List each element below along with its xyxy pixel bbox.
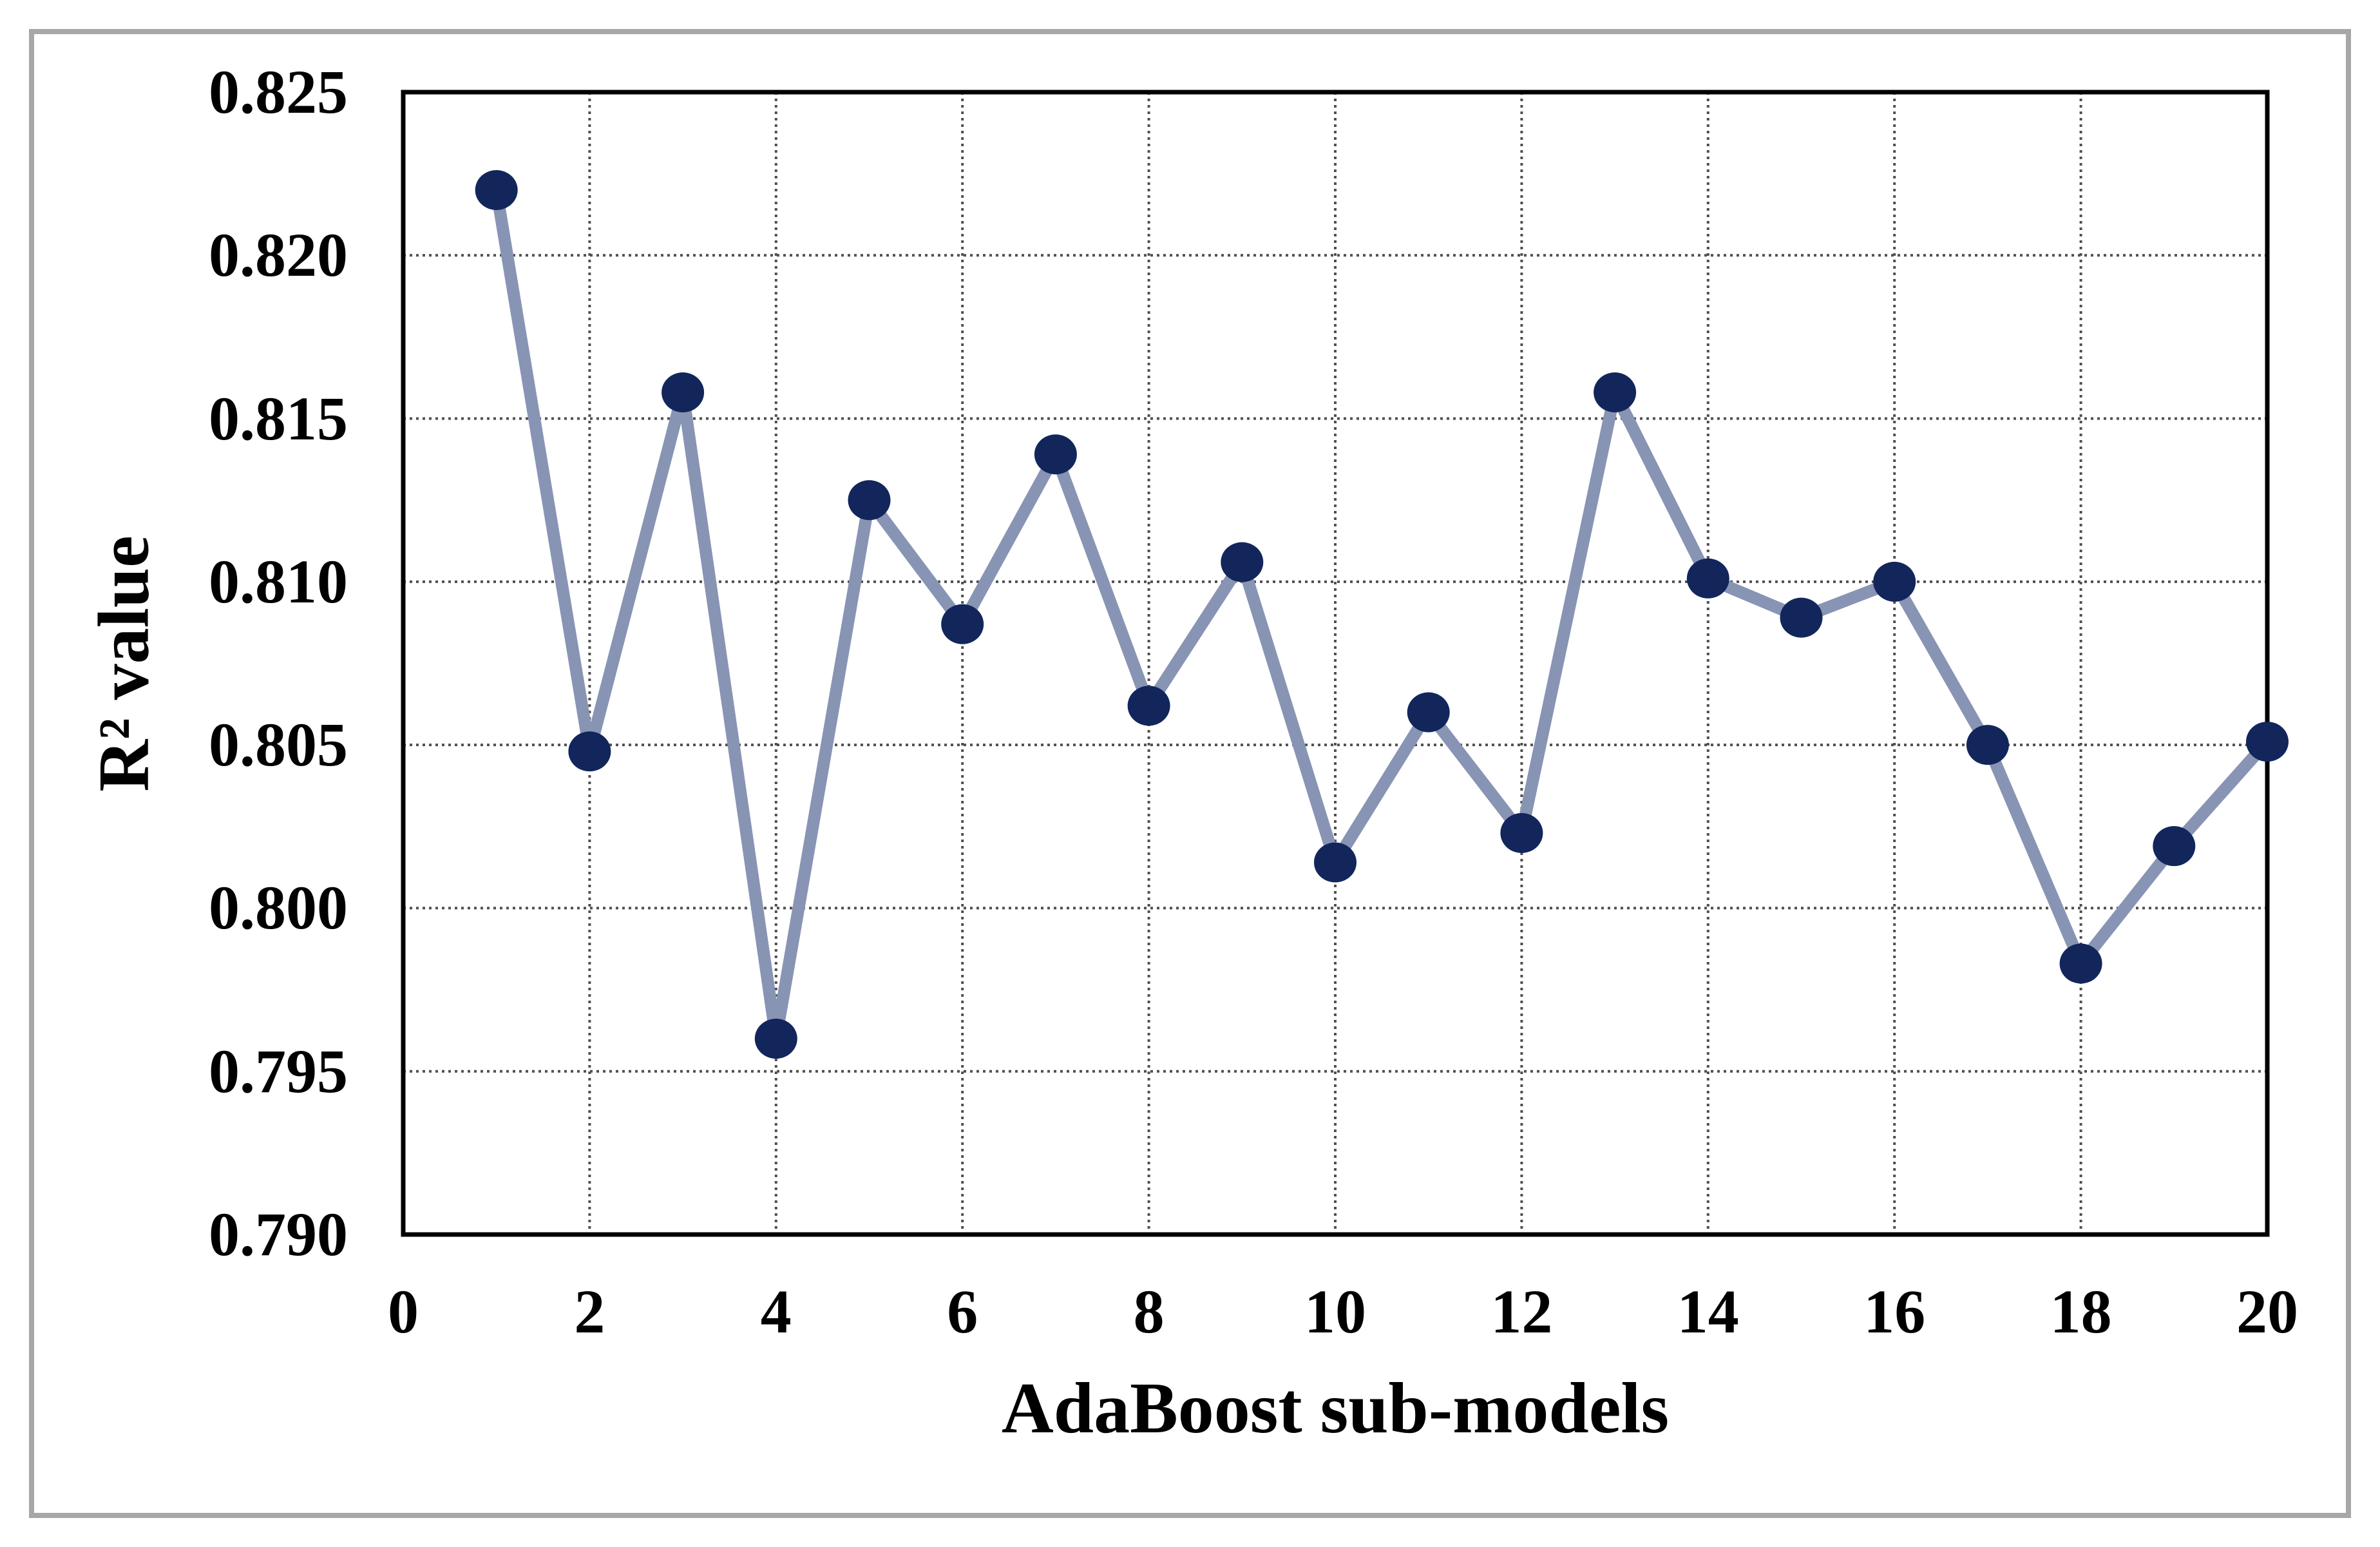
y-tick-label: 0.790 xyxy=(209,1200,348,1269)
x-tick-label: 14 xyxy=(1677,1277,1739,1346)
y-tick-label: 0.825 xyxy=(209,57,348,126)
data-point-marker xyxy=(2246,722,2289,762)
x-tick-label: 18 xyxy=(2050,1277,2112,1346)
data-point-marker xyxy=(475,169,518,210)
data-point-marker xyxy=(1314,842,1357,883)
x-tick-label: 6 xyxy=(947,1277,978,1346)
data-point-marker xyxy=(754,1019,797,1059)
x-tick-label: 16 xyxy=(1863,1277,1926,1346)
x-tick-label: 4 xyxy=(760,1277,792,1346)
plot-border xyxy=(401,90,2270,1237)
y-tick-label: 0.810 xyxy=(209,546,348,616)
data-point-marker xyxy=(1966,725,2009,765)
data-point-marker xyxy=(1873,561,1916,602)
y-tick-label: 0.815 xyxy=(209,383,348,453)
y-axis-title: R² value xyxy=(84,535,164,792)
x-tick-label: 0 xyxy=(388,1277,419,1346)
x-tick-label: 10 xyxy=(1304,1277,1366,1346)
data-point-marker xyxy=(568,731,611,772)
y-tick-label: 0.805 xyxy=(209,710,348,780)
x-tick-label: 2 xyxy=(574,1277,605,1346)
x-axis-title: AdaBoost sub-models xyxy=(1001,1369,1670,1448)
data-point-marker xyxy=(2153,826,2196,867)
y-tick-label: 0.795 xyxy=(209,1036,348,1106)
data-point-marker xyxy=(662,372,705,413)
data-point-marker xyxy=(1780,597,1823,638)
data-point-marker xyxy=(1594,372,1637,413)
data-point-marker xyxy=(2059,943,2102,984)
data-point-marker xyxy=(1686,558,1729,599)
data-point-marker xyxy=(1034,434,1077,475)
data-point-marker xyxy=(941,604,984,644)
figure-border xyxy=(29,29,2351,1518)
x-tick-label: 20 xyxy=(2236,1277,2298,1346)
data-point-marker xyxy=(848,480,891,521)
x-tick-label: 12 xyxy=(1490,1277,1553,1346)
y-tick-label: 0.800 xyxy=(209,873,348,943)
data-point-marker xyxy=(1500,812,1543,853)
data-point-marker xyxy=(1127,686,1170,726)
x-tick-label: 8 xyxy=(1133,1277,1165,1346)
data-line xyxy=(490,189,2272,1040)
data-point-marker xyxy=(1221,542,1264,582)
data-point-marker xyxy=(1407,692,1450,733)
y-tick-label: 0.820 xyxy=(209,220,348,290)
